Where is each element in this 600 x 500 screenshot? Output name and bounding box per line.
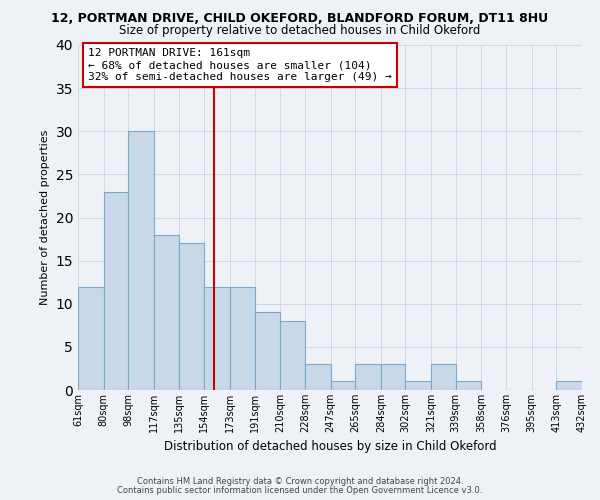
Bar — [355, 364, 381, 390]
Bar — [78, 286, 104, 390]
Text: Contains HM Land Registry data © Crown copyright and database right 2024.: Contains HM Land Registry data © Crown c… — [137, 477, 463, 486]
Bar — [556, 382, 582, 390]
Bar — [179, 244, 205, 390]
Y-axis label: Number of detached properties: Number of detached properties — [40, 130, 50, 305]
Bar — [455, 382, 481, 390]
Bar — [254, 312, 280, 390]
Bar — [406, 382, 431, 390]
Text: Size of property relative to detached houses in Child Okeford: Size of property relative to detached ho… — [119, 24, 481, 37]
Bar — [104, 192, 128, 390]
Bar — [128, 131, 154, 390]
Bar — [431, 364, 455, 390]
Bar — [381, 364, 406, 390]
X-axis label: Distribution of detached houses by size in Child Okeford: Distribution of detached houses by size … — [164, 440, 496, 454]
Bar — [331, 382, 355, 390]
Text: Contains public sector information licensed under the Open Government Licence v3: Contains public sector information licen… — [118, 486, 482, 495]
Bar — [205, 286, 230, 390]
Bar — [305, 364, 331, 390]
Bar — [230, 286, 254, 390]
Bar — [280, 321, 305, 390]
Text: 12 PORTMAN DRIVE: 161sqm
← 68% of detached houses are smaller (104)
32% of semi-: 12 PORTMAN DRIVE: 161sqm ← 68% of detach… — [88, 48, 392, 82]
Text: 12, PORTMAN DRIVE, CHILD OKEFORD, BLANDFORD FORUM, DT11 8HU: 12, PORTMAN DRIVE, CHILD OKEFORD, BLANDF… — [52, 12, 548, 26]
Bar — [154, 235, 179, 390]
